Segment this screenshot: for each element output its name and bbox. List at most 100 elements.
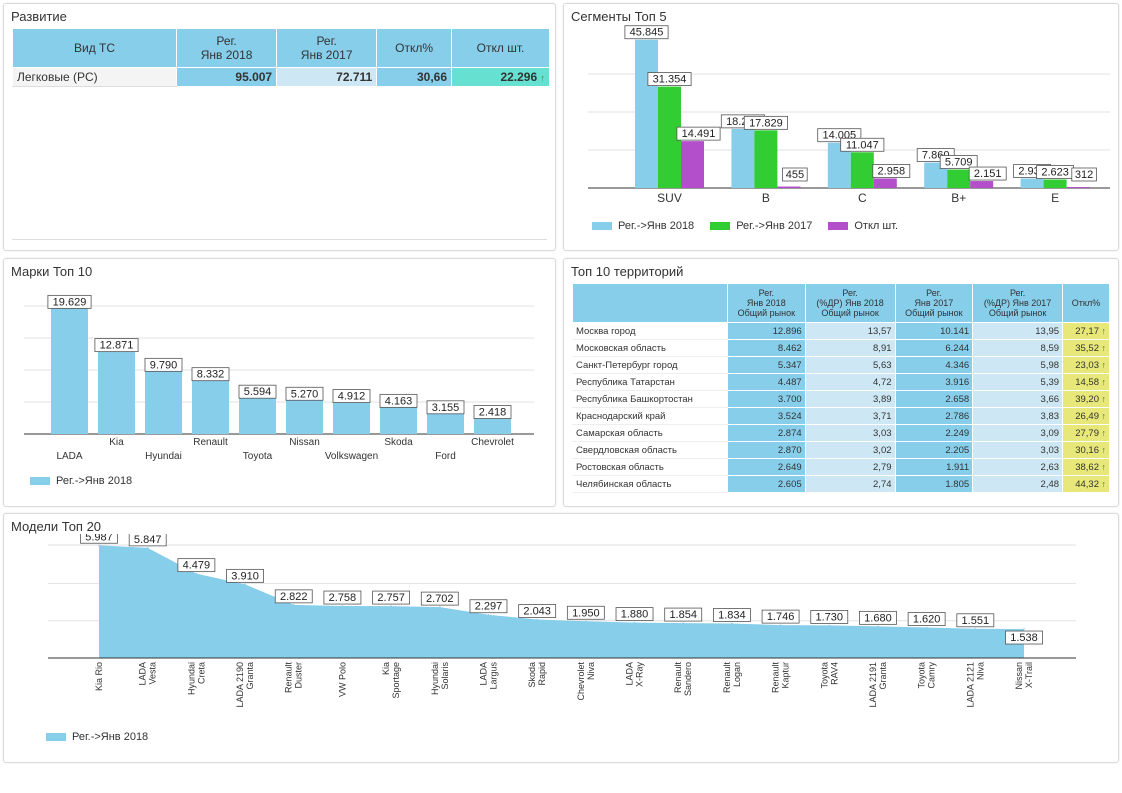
data-label-box (144, 357, 183, 372)
territory-label: Республика Башкортостан (576, 393, 693, 405)
reg2018-header[interactable]: Рег. Янв 2018 (176, 28, 278, 68)
bar-C-1 (850, 152, 874, 188)
tick-label: Camry (927, 662, 937, 689)
data-label: 1.880 (621, 609, 649, 621)
table-row[interactable]: Краснодарский край 3.524 3,71 2.786 3,83 26,4… (572, 407, 1110, 425)
territory-cell-2: 2,79 (804, 458, 896, 476)
reg2017-cell: 72.711 (276, 67, 378, 87)
table-row[interactable]: Легковые (PC) 95.007 72.711 30,66 22.296… (11, 67, 550, 87)
legend-swatch-2018 (30, 477, 50, 485)
data-point (341, 605, 344, 607)
data-label: 11.047 (846, 139, 879, 151)
territory-header-5[interactable]: Откл% (1062, 283, 1110, 323)
tick-label: LADA (625, 662, 635, 686)
bar-Renault (192, 380, 229, 434)
area-series (99, 545, 1024, 658)
cell-value: 4.487 (777, 376, 802, 388)
data-point (731, 622, 733, 625)
data-label-box (274, 589, 313, 604)
tick-label: LADA 2190 (235, 662, 245, 708)
territory-header-3[interactable]: Рег. Янв 2017 Общий рынок (894, 283, 974, 323)
tick-label: LADA (138, 662, 148, 686)
tick-label-group: Skoda Rapid (527, 662, 547, 688)
table-row[interactable]: Санкт-Петербург город 5.347 5,63 4.346 5,98 2… (572, 356, 1110, 374)
data-label: 1.551 (962, 615, 990, 627)
data-label: 5.847 (134, 534, 162, 546)
tick-label: LADA (478, 662, 488, 686)
tick-label-group: Hyundai Solaris (430, 662, 450, 696)
legend-swatch-2018 (46, 733, 66, 741)
cell-value: 3,71 (873, 410, 892, 422)
data-label-box (94, 338, 139, 353)
table-row[interactable]: Свердловская область 2.870 3,02 2.205 3,03 30… (572, 441, 1110, 459)
tick-label: LADA 2121 (965, 662, 975, 708)
territory-header-1[interactable]: Рег. Янв 2018 Общий рынок (727, 283, 806, 323)
table-row[interactable]: Москва город 12.896 13,57 10.141 13,95 27,17 … (572, 322, 1110, 340)
data-label-box (518, 604, 557, 618)
table-row[interactable]: Республика Татарстан 4.487 4,72 3.916 5,39 14… (572, 373, 1110, 391)
tick-label-group: Renault Kaptur (771, 662, 791, 694)
table-row[interactable]: Московская область 8.462 8,91 6.244 8,59 35,5… (572, 339, 1110, 357)
vehicle-type-header[interactable]: Вид ТС (11, 28, 178, 68)
table-row[interactable]: Челябинская область 2.605 2,74 1.805 2,48 44,… (572, 475, 1110, 493)
data-point (244, 583, 246, 586)
tick-label-group: LADA Vesta (138, 662, 158, 686)
territory-label: Самарская область (576, 427, 663, 439)
bar-B-0 (731, 128, 755, 188)
tick-label-group: Kia Rio (94, 662, 104, 691)
territory-cell-5: 38,62 ↑ (1062, 458, 1110, 476)
panel-title: Модели Топ 20 (11, 519, 102, 534)
pct-header[interactable]: Откл% (376, 28, 452, 68)
legend-2018: Рег.->Янв 2018 (56, 475, 133, 487)
data-label: 2.418 (479, 407, 507, 419)
cell-value: 44,32 (1075, 478, 1099, 490)
cell-value: 2.870 (777, 444, 802, 456)
table-row[interactable]: Ростовская область 2.649 2,79 1.911 2,63 38,6… (572, 458, 1110, 476)
territory-cell-2: 3,02 (804, 441, 896, 459)
territory-cell-1: 4.487 (727, 373, 806, 391)
legend-2018: Рег.->Янв 2018 (618, 220, 695, 232)
cell-value: 3.916 (945, 376, 970, 388)
data-point (390, 605, 392, 607)
cell-value: 3,89 (873, 393, 892, 405)
divider (12, 239, 547, 240)
data-label-box (473, 405, 512, 419)
data-label-box (177, 558, 216, 573)
tick-label: Volkswagen (325, 451, 378, 462)
tick-label: Granta (245, 662, 255, 690)
cell-value: 35,52 (1075, 342, 1099, 354)
data-label: 5.594 (244, 386, 272, 398)
territory-header-0[interactable] (572, 283, 728, 323)
bar-SUV-2 (681, 141, 704, 188)
tick-label-group: Chevrolet Niva (576, 662, 596, 701)
table-row[interactable]: Самарская область 2.874 3,03 2.249 3,09 27,79… (572, 424, 1110, 442)
arrow-up-icon: ↑ (1098, 444, 1106, 455)
data-label-box (840, 137, 885, 152)
diff-cell: 22.296 ↑ (451, 67, 550, 87)
cell-value: 2.205 (945, 444, 970, 456)
territory-cell-1: 2.870 (727, 441, 806, 459)
table-row[interactable]: Республика Башкортостан 3.700 3,89 2.658 3,6… (572, 390, 1110, 408)
tick-label-group: Toyota RAV4 (819, 662, 839, 689)
bar-Volkswagen (333, 402, 370, 434)
territory-label: Ростовская область (576, 461, 664, 473)
data-label: 3.910 (231, 570, 259, 582)
cell-value: 2,48 (1040, 478, 1060, 490)
tick-label: Skoda (527, 662, 537, 688)
data-label: 1.834 (718, 609, 746, 621)
data-label-box (372, 590, 411, 605)
territory-label: Челябинская область (576, 478, 672, 490)
tick-label: Toyota (917, 662, 927, 689)
panel-title: Сегменты Топ 5 (571, 9, 667, 24)
territory-cell-3: 2.205 (894, 441, 974, 459)
data-label: 2.702 (426, 593, 454, 605)
territory-header-2[interactable]: Рег. (%ДР) Янв 2018 Общий рынок (804, 283, 896, 323)
territory-cell-3: 2.249 (894, 424, 974, 442)
territory-name: Республика Татарстан (572, 373, 728, 391)
reg2017-header[interactable]: Рег. Янв 2017 (276, 28, 378, 68)
territory-header-4[interactable]: Рег. (%ДР) Янв 2017 Общий рынок (972, 283, 1064, 323)
tick-label: Chevrolet (576, 662, 586, 701)
tick-label: Kaptur (781, 662, 791, 689)
diff-header[interactable]: Откл шт. (451, 28, 550, 68)
cell-value: 2.249 (945, 427, 970, 439)
